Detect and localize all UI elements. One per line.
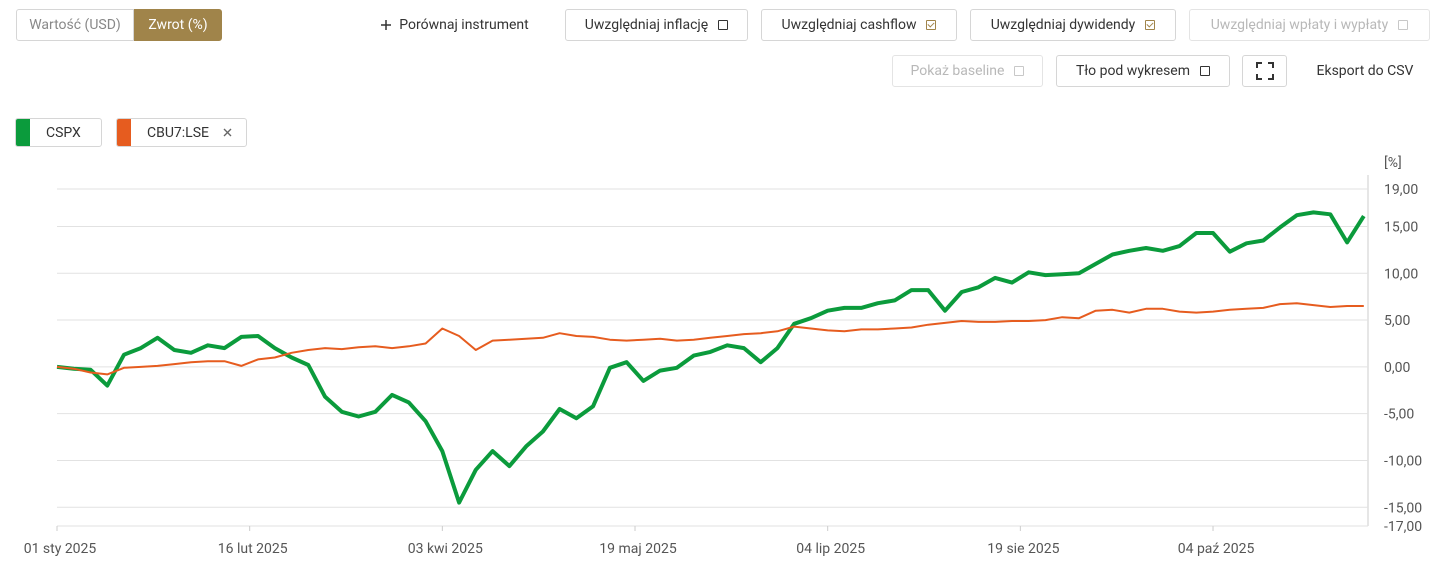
x-tick-label: 03 kwi 2025 (408, 541, 483, 557)
mode-option[interactable]: Wartość (USD) (16, 9, 134, 41)
compare-label: Porównaj instrument (399, 17, 529, 33)
toggle-button[interactable]: Uwzględniaj cashflow (761, 9, 957, 41)
checkbox (1014, 66, 1025, 76)
y-tick-label: -15,00 (1384, 500, 1422, 516)
series-line (56, 302, 1364, 376)
y-tick-label: 0,00 (1384, 360, 1410, 376)
checkbox (718, 20, 729, 30)
checkbox (1145, 20, 1156, 30)
checkbox (1398, 20, 1409, 30)
fullscreen-icon (1255, 62, 1274, 80)
export-label: Eksport do CSV (1316, 63, 1414, 79)
export-button[interactable]: Eksport do CSV (1300, 55, 1430, 87)
legend-item[interactable]: CSPX (15, 118, 102, 147)
y-tick-label: -5,00 (1384, 407, 1414, 423)
fullscreen-button[interactable] (1242, 55, 1287, 87)
mode-option[interactable]: Zwrot (%) (134, 9, 222, 41)
toggle-label: Uwzględniaj cashflow (781, 17, 917, 33)
toggle-label: Uwzględniaj wpłaty i wypłaty (1210, 17, 1389, 33)
legend-item[interactable]: CBU7:LSE (116, 118, 247, 147)
toggle-label: Uwzględniaj dywidendy (990, 17, 1136, 33)
legend-label: CSPX (46, 124, 81, 141)
checkbox (926, 20, 937, 30)
y-tick-label: -17,00 (1384, 519, 1422, 535)
toggle-label: Tło pod wykresem (1075, 63, 1191, 79)
toggle-button[interactable]: Tło pod wykresem (1056, 55, 1230, 87)
toggle-button[interactable]: Uwzględniaj dywidendy (970, 9, 1176, 41)
mode-label: Wartość (USD) (29, 17, 121, 33)
y-tick-label: 15,00 (1384, 219, 1418, 235)
x-tick-label: 16 lut 2025 (218, 541, 288, 557)
legend-swatch (117, 119, 131, 146)
x-tick-label: 04 lip 2025 (796, 541, 865, 557)
toggle-button: Pokaż baseline (892, 55, 1043, 87)
compare-button[interactable]: Porównaj instrument (360, 9, 550, 41)
mode-label: Zwrot (%) (148, 17, 208, 33)
checkbox (1200, 66, 1211, 76)
toggle-button: Uwzględniaj wpłaty i wypłaty (1189, 9, 1430, 41)
plus-icon (381, 20, 392, 30)
x-tick-label: 04 paź 2025 (1178, 541, 1255, 557)
y-tick-label: 19,00 (1384, 182, 1418, 198)
toggle-label: Uwzględniaj inflację (584, 17, 709, 33)
y-tick-label: 5,00 (1384, 313, 1410, 329)
toggle-label: Pokaż baseline (910, 63, 1005, 79)
legend-label: CBU7:LSE (147, 124, 209, 141)
legend-swatch (16, 119, 30, 146)
x-tick-label: 19 sie 2025 (987, 541, 1059, 557)
x-tick-label: 19 maj 2025 (599, 541, 677, 557)
remove-icon[interactable] (223, 128, 232, 137)
y-axis-label: [%] (1384, 155, 1402, 171)
y-tick-label: 10,00 (1384, 266, 1418, 282)
toggle-button[interactable]: Uwzględniaj inflację (565, 9, 748, 41)
y-tick-label: -10,00 (1384, 453, 1422, 469)
series-line (56, 210, 1366, 505)
x-tick-label: 01 sty 2025 (24, 541, 97, 557)
